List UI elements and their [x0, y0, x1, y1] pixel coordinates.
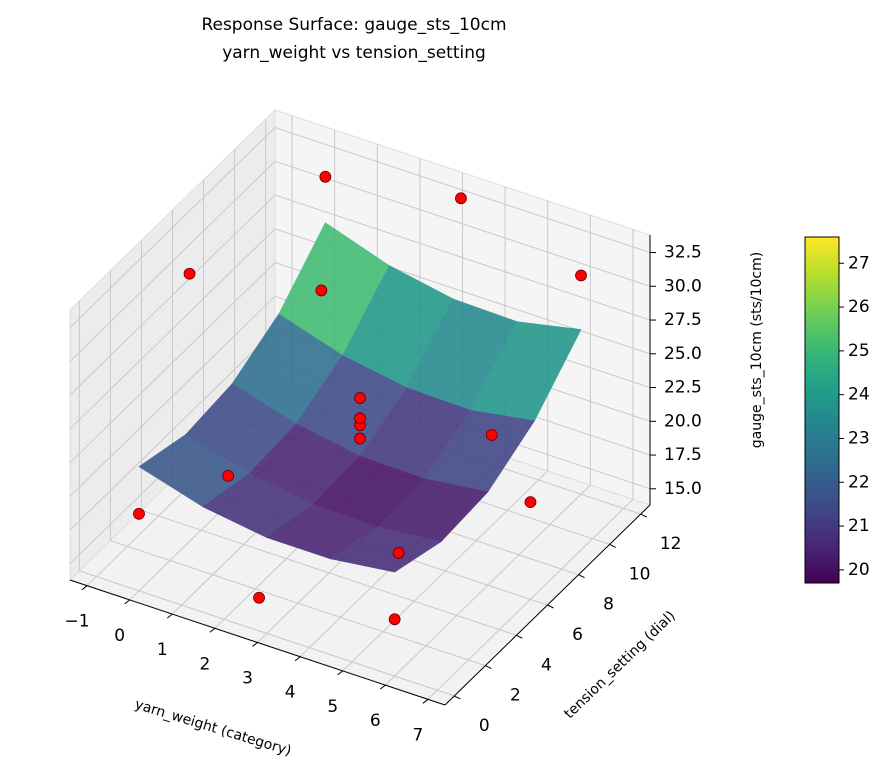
data-point	[354, 392, 366, 404]
y-tick-label: 10	[629, 564, 651, 584]
x-tick	[422, 698, 429, 704]
z-tick-label: 17.5	[664, 445, 702, 465]
z-tick-label: 15.0	[664, 479, 702, 499]
grid-line	[79, 570, 455, 697]
y-tick-label: 12	[660, 534, 682, 554]
y-tick-label: 6	[572, 625, 583, 645]
x-tick	[294, 656, 301, 662]
surface-patch	[329, 526, 443, 573]
grid-line	[274, 127, 651, 254]
colorbar-tick-label: 21	[848, 516, 870, 536]
z-tick-label: 30.0	[664, 276, 702, 296]
y-tick-label: 4	[541, 655, 552, 675]
surface	[138, 222, 582, 573]
grid-line	[69, 329, 276, 531]
data-point	[455, 192, 467, 205]
data-point	[133, 507, 145, 520]
y-tick	[454, 695, 461, 700]
grid-line	[110, 540, 486, 667]
y-axis-line	[444, 504, 651, 706]
colorbar-tick-label: 24	[848, 385, 870, 405]
grid-line	[69, 262, 276, 463]
data-point	[354, 432, 366, 445]
x-tick	[337, 670, 344, 676]
x-tick-label: −1	[65, 612, 90, 632]
data-point	[183, 267, 196, 280]
z-tick-label: 25.0	[664, 344, 702, 364]
x-tick	[252, 642, 258, 647]
chart-title: Response Surface: gauge_sts_10cm	[201, 15, 506, 35]
x-tick-label: 7	[413, 725, 424, 745]
colorbar-tick-label: 26	[848, 297, 870, 317]
y-tick	[640, 513, 647, 518]
data-point	[315, 284, 328, 297]
x-axis-label: yarn_weight (category)	[133, 697, 293, 760]
y-tick	[547, 604, 554, 609]
z-tick-label: 22.5	[664, 378, 702, 398]
grid-line	[69, 127, 276, 328]
chart-subtitle: yarn_weight vs tension_setting	[222, 43, 486, 63]
data-point	[524, 496, 537, 509]
x-tick-label: 4	[285, 683, 296, 703]
data-point	[222, 469, 235, 482]
colorbar-tick-label: 22	[848, 472, 870, 492]
x-tick	[81, 585, 88, 591]
z-tick-label: 32.5	[664, 243, 702, 263]
x-tick-label: 0	[114, 626, 125, 646]
data-point	[392, 547, 405, 559]
colorbar-tick-label: 20	[848, 560, 870, 580]
grid-line	[69, 160, 276, 362]
y-tick	[485, 665, 492, 670]
colorbar-tick-label: 25	[848, 341, 870, 361]
data-point	[575, 269, 587, 282]
x-tick-label: 2	[199, 654, 210, 674]
x-tick-label: 6	[370, 711, 381, 731]
x-tick	[380, 684, 386, 690]
y-tick-label: 0	[479, 716, 490, 736]
z-axis-label: gauge_sts_10cm (sts/10cm)	[749, 252, 765, 448]
z-tick-label: 20.0	[664, 411, 702, 431]
colorbar-tick-label: 27	[848, 253, 870, 273]
x-axis-line	[69, 579, 446, 706]
data-point	[485, 429, 498, 441]
grid-line	[69, 295, 276, 497]
data-point	[354, 412, 366, 425]
y-tick-label: 8	[603, 595, 614, 615]
colorbar	[804, 236, 840, 584]
x-tick	[166, 613, 173, 619]
x-tick-label: 3	[242, 669, 253, 689]
data-point	[388, 613, 401, 626]
y-tick	[578, 574, 585, 579]
x-tick	[124, 599, 130, 605]
grid-line	[274, 160, 651, 287]
z-tick-label: 27.5	[664, 310, 702, 330]
grid-line	[274, 194, 651, 321]
grid-line	[141, 509, 517, 636]
grid-line	[69, 228, 276, 430]
data-point	[253, 591, 265, 604]
colorbar-tick-label: 23	[848, 428, 870, 448]
y-tick	[609, 543, 616, 548]
y-tick-label: 2	[510, 686, 521, 706]
x-tick-label: 5	[327, 697, 338, 717]
grid-line	[69, 194, 276, 396]
data-point	[319, 170, 332, 183]
x-tick-label: 1	[157, 640, 168, 660]
y-tick	[516, 634, 523, 639]
x-tick	[209, 627, 216, 633]
